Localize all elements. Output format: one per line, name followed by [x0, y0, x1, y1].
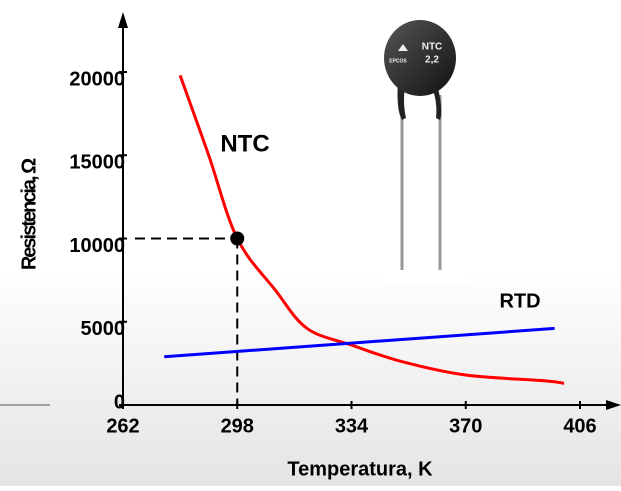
x-tick-label: 406 [563, 415, 596, 437]
image-text: NTC [422, 42, 443, 53]
x-tick-label: 334 [335, 415, 369, 437]
highlight-point [230, 231, 245, 246]
x-axis-arrow [606, 400, 621, 410]
x-tick-label: 298 [221, 415, 254, 437]
y-axis-title: Resistencia, Ω [18, 158, 40, 270]
series-line [178, 74, 565, 385]
thermistor-image: NTC 2,2 EPCOS [380, 15, 470, 285]
image-text: EPCOS [389, 58, 407, 64]
x-tick-label: 262 [106, 415, 139, 437]
series-label: NTC [220, 130, 269, 157]
y-tick-label: 10000 [69, 235, 125, 257]
series-label: RTD [499, 290, 540, 312]
y-axis-arrow [118, 12, 128, 28]
image-text: 2,2 [425, 55, 439, 66]
y-tick-label: 5000 [81, 318, 126, 340]
y-tick-label: 20000 [69, 68, 125, 90]
series-line [164, 326, 555, 359]
y-tick-label: 15000 [69, 152, 125, 174]
y-tick-label: 0 [114, 391, 125, 413]
x-axis-title: Temperatura, K [287, 458, 433, 480]
x-tick-label: 370 [449, 415, 482, 437]
